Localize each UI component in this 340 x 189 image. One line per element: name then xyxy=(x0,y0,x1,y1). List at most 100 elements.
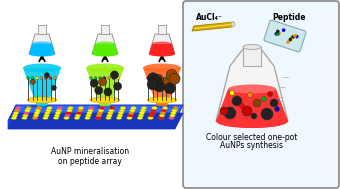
Circle shape xyxy=(251,113,257,119)
Circle shape xyxy=(274,32,278,36)
Circle shape xyxy=(289,37,293,40)
Ellipse shape xyxy=(15,106,21,109)
Polygon shape xyxy=(29,34,55,54)
Ellipse shape xyxy=(88,109,93,112)
Ellipse shape xyxy=(75,114,81,117)
Ellipse shape xyxy=(45,112,50,115)
Ellipse shape xyxy=(89,106,94,109)
Circle shape xyxy=(112,77,115,79)
Polygon shape xyxy=(149,34,175,54)
Ellipse shape xyxy=(216,114,288,128)
Ellipse shape xyxy=(54,114,60,117)
Circle shape xyxy=(147,79,158,90)
Ellipse shape xyxy=(85,116,90,119)
Circle shape xyxy=(148,73,158,84)
Circle shape xyxy=(166,69,177,80)
Ellipse shape xyxy=(47,106,52,109)
Ellipse shape xyxy=(143,64,181,73)
Circle shape xyxy=(153,74,164,85)
Ellipse shape xyxy=(216,114,288,128)
Circle shape xyxy=(277,32,281,35)
Ellipse shape xyxy=(173,106,178,109)
Ellipse shape xyxy=(11,116,17,119)
Text: Colour selected one-pot: Colour selected one-pot xyxy=(206,132,298,142)
Ellipse shape xyxy=(117,114,123,117)
Circle shape xyxy=(99,78,107,86)
Ellipse shape xyxy=(76,112,82,115)
Circle shape xyxy=(49,77,52,79)
Polygon shape xyxy=(101,25,109,34)
Ellipse shape xyxy=(148,116,153,119)
Ellipse shape xyxy=(32,42,52,46)
Circle shape xyxy=(291,35,295,39)
Circle shape xyxy=(224,107,236,119)
Ellipse shape xyxy=(140,109,146,112)
Polygon shape xyxy=(216,49,288,121)
Ellipse shape xyxy=(128,114,133,117)
Polygon shape xyxy=(216,89,288,121)
Ellipse shape xyxy=(12,114,18,117)
Circle shape xyxy=(151,75,162,86)
Polygon shape xyxy=(86,68,124,106)
Ellipse shape xyxy=(152,106,157,109)
Ellipse shape xyxy=(65,114,70,117)
Ellipse shape xyxy=(171,112,176,115)
Circle shape xyxy=(220,107,228,115)
Circle shape xyxy=(293,34,297,38)
Polygon shape xyxy=(8,105,183,121)
Ellipse shape xyxy=(151,109,156,112)
Ellipse shape xyxy=(46,109,51,112)
Circle shape xyxy=(31,77,34,79)
Ellipse shape xyxy=(90,97,120,103)
Ellipse shape xyxy=(43,116,48,119)
Ellipse shape xyxy=(29,51,55,57)
Circle shape xyxy=(156,77,158,79)
Ellipse shape xyxy=(137,116,143,119)
Ellipse shape xyxy=(138,114,144,117)
Text: Peptide: Peptide xyxy=(272,12,306,22)
Circle shape xyxy=(45,77,47,79)
Circle shape xyxy=(117,77,119,79)
Ellipse shape xyxy=(87,112,92,115)
Circle shape xyxy=(261,108,273,120)
Ellipse shape xyxy=(23,114,28,117)
Ellipse shape xyxy=(149,114,154,117)
Ellipse shape xyxy=(120,106,126,109)
Ellipse shape xyxy=(35,109,41,112)
Ellipse shape xyxy=(162,106,168,109)
Circle shape xyxy=(276,32,280,36)
Ellipse shape xyxy=(228,84,276,94)
Circle shape xyxy=(276,29,279,33)
Circle shape xyxy=(158,78,169,89)
Ellipse shape xyxy=(44,114,49,117)
Ellipse shape xyxy=(92,51,118,57)
Ellipse shape xyxy=(243,44,261,50)
Ellipse shape xyxy=(150,112,155,115)
Circle shape xyxy=(261,97,267,101)
Circle shape xyxy=(270,99,278,107)
Polygon shape xyxy=(8,105,16,129)
Circle shape xyxy=(232,96,242,106)
Ellipse shape xyxy=(131,106,136,109)
Circle shape xyxy=(107,77,110,79)
Ellipse shape xyxy=(77,109,83,112)
Polygon shape xyxy=(92,34,118,54)
Ellipse shape xyxy=(108,112,113,115)
Ellipse shape xyxy=(231,22,235,27)
Circle shape xyxy=(114,82,122,90)
Circle shape xyxy=(95,86,103,94)
Circle shape xyxy=(165,77,167,79)
Ellipse shape xyxy=(95,42,115,46)
Ellipse shape xyxy=(228,84,276,94)
Ellipse shape xyxy=(170,114,175,117)
Ellipse shape xyxy=(152,42,172,46)
Ellipse shape xyxy=(172,109,177,112)
Circle shape xyxy=(169,77,172,79)
Polygon shape xyxy=(216,89,288,121)
Ellipse shape xyxy=(86,114,91,117)
Circle shape xyxy=(103,77,106,79)
Ellipse shape xyxy=(118,112,124,115)
Ellipse shape xyxy=(33,114,39,117)
Ellipse shape xyxy=(64,116,69,119)
Ellipse shape xyxy=(27,97,57,103)
